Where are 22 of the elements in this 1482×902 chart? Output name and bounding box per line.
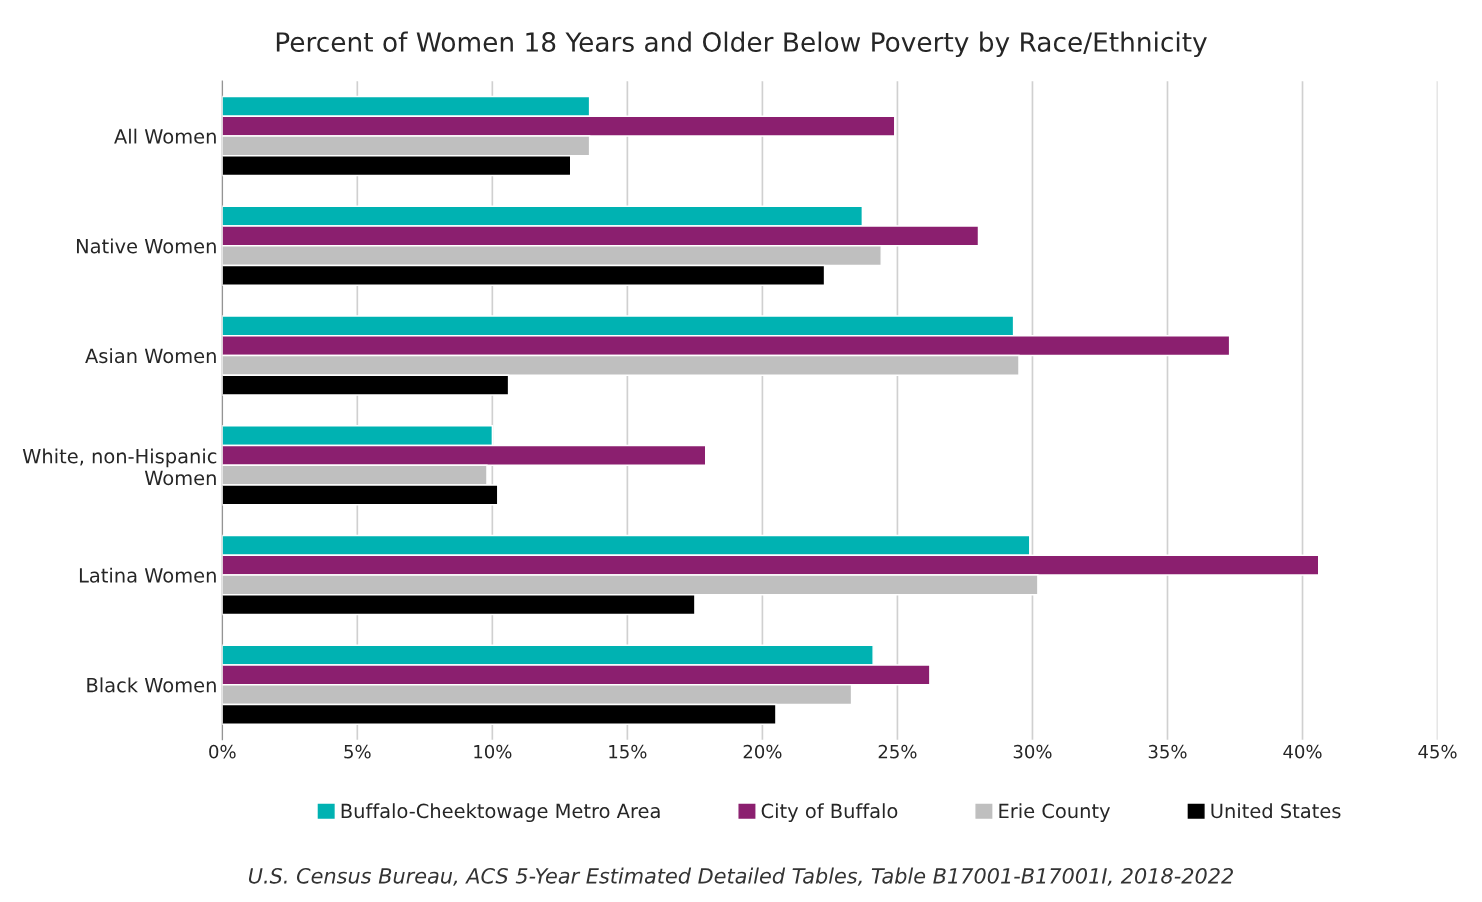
- x-tick-label: 10%: [474, 744, 512, 759]
- x-tick-label: 40%: [1283, 744, 1322, 759]
- legend-label: Erie County: [999, 803, 1111, 823]
- x-tick-label: 0%: [209, 744, 236, 759]
- chart-title: Percent of Women 18 Years and Older Below Poverty by Race/Ethnicity: [276, 31, 1207, 58]
- y-tick-label: White, non-Hispanic Women: [22, 448, 217, 486]
- legend-label: Buffalo-Cheektowage Metro Area: [341, 803, 660, 823]
- legend-label: City of Buffalo: [761, 803, 898, 823]
- x-tick-label: 20%: [743, 744, 782, 759]
- x-tick-label: 5%: [344, 744, 371, 759]
- x-tick-label: 30%: [1013, 744, 1052, 759]
- y-tick-label: All Women: [114, 128, 216, 144]
- x-tick-label: 15%: [609, 744, 647, 759]
- y-tick-label: Black Women: [87, 677, 216, 693]
- legend-label: United States: [1211, 803, 1341, 819]
- x-tick-label: 35%: [1148, 744, 1187, 759]
- text: U.S. Census Bureau, ACS 5-Year Estimated Detailed Tables, Table B17001-B17001I, 2018-2022: [248, 867, 1233, 886]
- y-tick-label: Latina Women: [79, 567, 216, 583]
- x-tick-label: 45%: [1418, 744, 1457, 759]
- y-tick-label: Native Women: [77, 238, 216, 254]
- y-tick-label: Asian Women: [85, 348, 216, 364]
- x-tick-label: 25%: [878, 744, 917, 759]
